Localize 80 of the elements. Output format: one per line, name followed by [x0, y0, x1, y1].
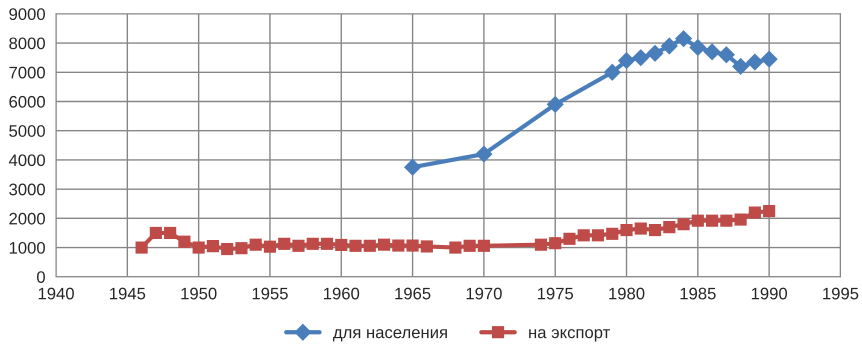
point — [306, 238, 319, 250]
point — [546, 96, 564, 113]
point — [606, 228, 618, 240]
point — [677, 218, 690, 230]
point — [476, 146, 492, 162]
y-tick-label: 5000 — [9, 125, 45, 137]
point — [760, 50, 778, 68]
x-tick-label: 1980 — [609, 288, 644, 300]
point — [704, 43, 720, 60]
point — [378, 238, 390, 251]
point — [464, 240, 476, 252]
point — [449, 242, 462, 254]
y-tick-label: 6000 — [9, 96, 45, 108]
x-tick-label: 1965 — [395, 288, 430, 300]
point — [732, 58, 749, 75]
point — [349, 240, 362, 252]
point — [250, 238, 262, 251]
point — [404, 158, 421, 176]
x-tick-label: 1940 — [38, 288, 74, 300]
point — [235, 242, 248, 254]
point — [392, 239, 404, 252]
y-tick-label: 9000 — [9, 8, 45, 20]
point — [221, 242, 234, 256]
point — [675, 30, 692, 48]
point — [549, 237, 562, 250]
point — [406, 239, 419, 252]
point — [763, 204, 776, 218]
point — [720, 214, 732, 227]
point — [534, 238, 548, 251]
point — [478, 240, 490, 252]
point — [563, 232, 576, 245]
point — [420, 240, 433, 252]
y-tick-label: 3000 — [9, 184, 45, 196]
point — [164, 226, 176, 240]
x-tick-label: 1955 — [252, 288, 288, 300]
point — [620, 224, 633, 236]
point — [150, 226, 162, 240]
y-tick-label: 1000 — [10, 242, 45, 254]
point — [746, 54, 764, 70]
x-tick-label: 1960 — [324, 288, 360, 300]
x-tick-label: 1975 — [538, 288, 574, 300]
legend-label: для населения — [333, 329, 447, 342]
point — [634, 222, 647, 235]
point — [335, 238, 348, 252]
point — [646, 44, 664, 62]
x-tick-label: 1945 — [110, 288, 146, 300]
point — [689, 39, 706, 56]
y-tick-label: 0 — [36, 271, 45, 284]
point — [734, 213, 747, 226]
x-tick-label: 1950 — [181, 288, 217, 300]
point — [748, 206, 761, 219]
point — [604, 64, 621, 81]
point — [292, 240, 305, 252]
point — [718, 46, 735, 64]
point — [618, 52, 635, 69]
x-tick-label: 1970 — [466, 288, 502, 300]
point — [192, 242, 205, 254]
x-tick-label: 1995 — [823, 288, 858, 300]
point — [264, 240, 276, 253]
x-tick-label: 1985 — [680, 288, 716, 300]
point — [206, 240, 219, 252]
y-tick-label: 4000 — [8, 154, 45, 166]
point — [592, 229, 604, 242]
y-tick-label: 7000 — [9, 66, 45, 78]
x-tick-label: 1990 — [752, 288, 788, 300]
y-tick-label: 2000 — [9, 212, 45, 225]
point — [136, 242, 148, 254]
point — [663, 221, 676, 234]
point — [578, 229, 590, 242]
point — [364, 240, 376, 252]
point — [178, 236, 190, 248]
point — [692, 214, 704, 227]
y-tick-label: 8000 — [9, 37, 45, 50]
point — [706, 214, 718, 227]
point — [320, 238, 334, 250]
point — [648, 224, 662, 236]
point — [660, 38, 678, 54]
point — [632, 49, 650, 66]
legend-label: на экспорт — [529, 329, 610, 342]
point — [278, 238, 290, 250]
